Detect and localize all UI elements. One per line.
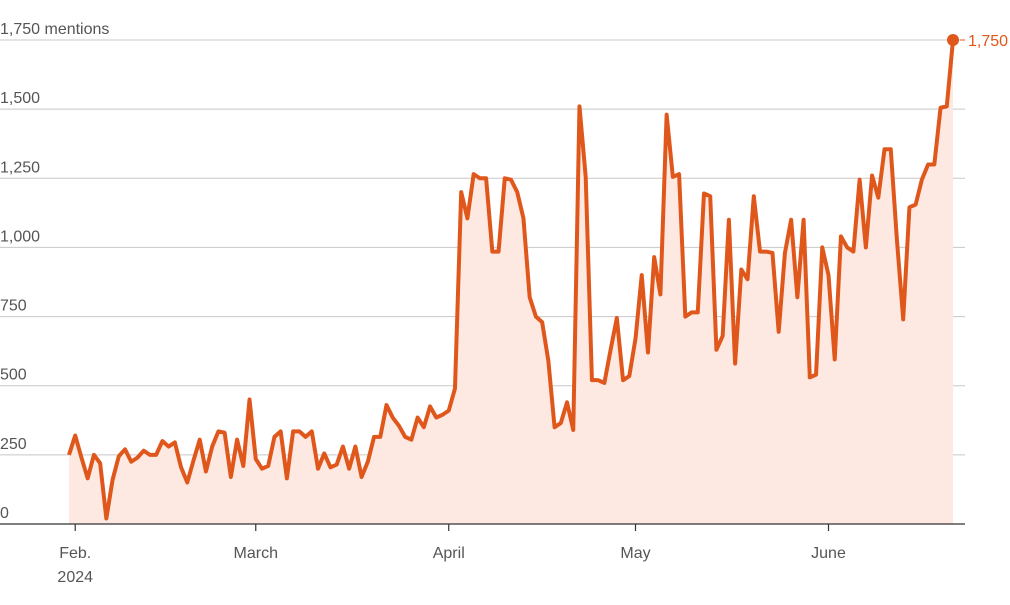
- end-marker: [947, 34, 959, 46]
- area: [69, 40, 953, 524]
- y-tick-label: 250: [0, 436, 27, 453]
- y-tick-label: 1,750 mentions: [0, 21, 109, 38]
- y-tick-label: 1,000: [0, 228, 40, 245]
- x-tick-label: March: [234, 545, 278, 562]
- x-tick-label: May: [620, 545, 650, 562]
- value-label: 1,750: [968, 33, 1008, 50]
- x-tick-label: June: [811, 545, 846, 562]
- x-tick-label: Feb.: [59, 545, 91, 562]
- line: [67, 39, 955, 521]
- x-tick-label: April: [433, 545, 465, 562]
- y-tick-label: 750: [0, 298, 27, 315]
- y-tick-label: 1,500: [0, 90, 40, 107]
- x-year-label: 2024: [57, 569, 93, 586]
- y-tick-label: 500: [0, 367, 27, 384]
- y-tick-label: 0: [0, 505, 9, 522]
- y-tick-label: 1,250: [0, 159, 40, 176]
